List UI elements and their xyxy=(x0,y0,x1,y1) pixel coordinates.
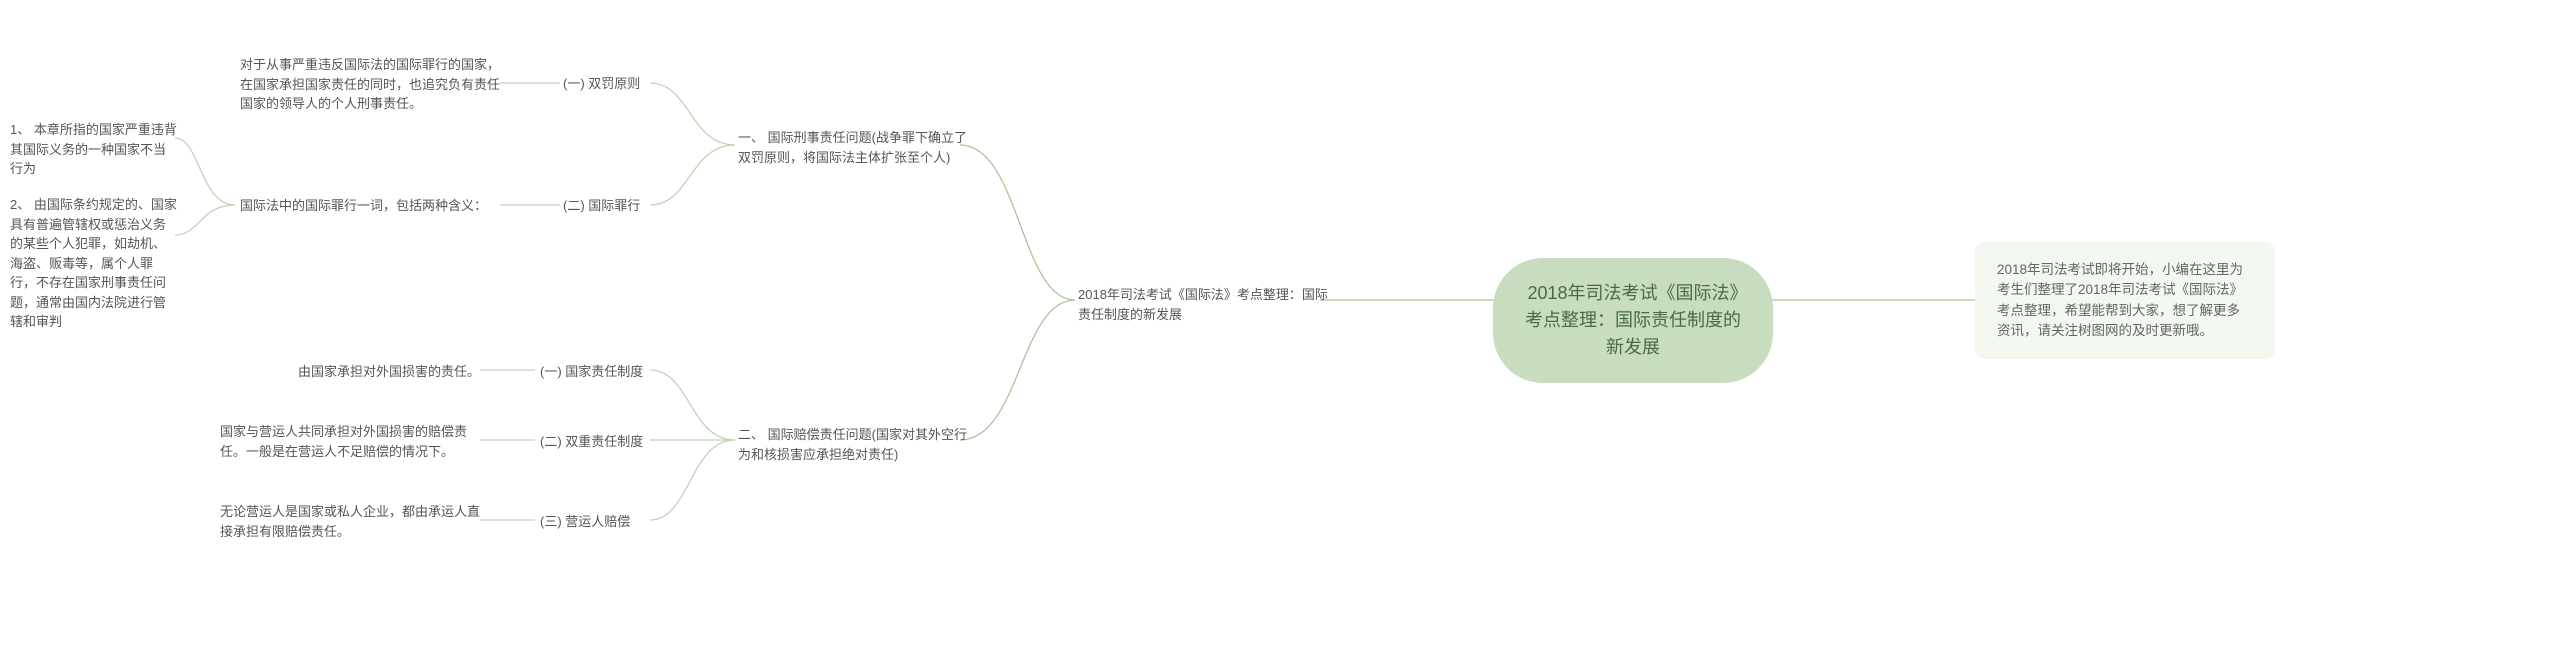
branch2-a-detail: 由国家承担对外国损害的责任。 xyxy=(220,362,480,382)
branch2-b-detail: 国家与营运人共同承担对外国损害的赔偿责任。一般是在营运人不足赔偿的情况下。 xyxy=(220,422,480,461)
branch1-a-detail: 对于从事严重违反国际法的国际罪行的国家，在国家承担国家责任的同时，也追究负有责任… xyxy=(240,55,500,114)
branch1-b-sub2-text: 2、 由国际条约规定的、国家具有普遍管辖权或惩治义务的某些个人犯罪，如劫机、海盗… xyxy=(10,197,177,329)
branch2-a[interactable]: (一) 国家责任制度 xyxy=(540,362,643,382)
branch1[interactable]: 一、 国际刑事责任问题(战争罪下确立了双罚原则，将国际法主体扩张至个人) xyxy=(738,128,968,167)
branch1-b[interactable]: (二) 国际罪行 xyxy=(563,196,640,216)
branch2-label: 二、 国际赔偿责任问题(国家对其外空行为和核损害应承担绝对责任) xyxy=(738,427,967,462)
branch2[interactable]: 二、 国际赔偿责任问题(国家对其外空行为和核损害应承担绝对责任) xyxy=(738,425,968,464)
branch2-b[interactable]: (二) 双重责任制度 xyxy=(540,432,643,452)
branch1-b-sub2: 2、 由国际条约规定的、国家具有普遍管辖权或惩治义务的某些个人犯罪，如劫机、海盗… xyxy=(10,195,178,332)
root-title: 2018年司法考试《国际法》考点整理：国际责任制度的新发展 xyxy=(1525,283,1741,357)
left-title[interactable]: 2018年司法考试《国际法》考点整理：国际责任制度的新发展 xyxy=(1078,285,1338,324)
description-text: 2018年司法考试即将开始，小编在这里为考生们整理了2018年司法考试《国际法》… xyxy=(1997,262,2243,338)
branch2-c-detail-text: 无论营运人是国家或私人企业，都由承运人直接承担有限赔偿责任。 xyxy=(220,504,480,539)
branch2-c-label: (三) 营运人赔偿 xyxy=(540,514,630,529)
branch2-b-label: (二) 双重责任制度 xyxy=(540,434,643,449)
branch1-label: 一、 国际刑事责任问题(战争罪下确立了双罚原则，将国际法主体扩张至个人) xyxy=(738,130,967,165)
branch1-a-detail-text: 对于从事严重违反国际法的国际罪行的国家，在国家承担国家责任的同时，也追究负有责任… xyxy=(240,57,500,111)
mindmap-canvas: 2018年司法考试《国际法》考点整理：国际责任制度的新发展 2018年司法考试即… xyxy=(0,0,2560,645)
branch1-b-detail-text: 国际法中的国际罪行一词，包括两种含义： xyxy=(240,198,487,213)
branch2-a-detail-text: 由国家承担对外国损害的责任。 xyxy=(298,364,480,379)
branch1-a-label: (一) 双罚原则 xyxy=(563,76,640,91)
branch1-b-sub1-text: 1、 本章所指的国家严重违背其国际义务的一种国家不当行为 xyxy=(10,122,177,176)
branch2-a-label: (一) 国家责任制度 xyxy=(540,364,643,379)
branch1-b-sub1: 1、 本章所指的国家严重违背其国际义务的一种国家不当行为 xyxy=(10,120,178,179)
root-node[interactable]: 2018年司法考试《国际法》考点整理：国际责任制度的新发展 xyxy=(1493,258,1773,383)
branch2-c-detail: 无论营运人是国家或私人企业，都由承运人直接承担有限赔偿责任。 xyxy=(220,502,480,541)
branch1-a[interactable]: (一) 双罚原则 xyxy=(563,74,640,94)
description-box: 2018年司法考试即将开始，小编在这里为考生们整理了2018年司法考试《国际法》… xyxy=(1975,242,2275,359)
branch2-c[interactable]: (三) 营运人赔偿 xyxy=(540,512,630,532)
branch1-b-label: (二) 国际罪行 xyxy=(563,198,640,213)
left-title-text: 2018年司法考试《国际法》考点整理：国际责任制度的新发展 xyxy=(1078,287,1328,322)
branch1-b-detail: 国际法中的国际罪行一词，包括两种含义： xyxy=(240,196,500,216)
branch2-b-detail-text: 国家与营运人共同承担对外国损害的赔偿责任。一般是在营运人不足赔偿的情况下。 xyxy=(220,424,467,459)
